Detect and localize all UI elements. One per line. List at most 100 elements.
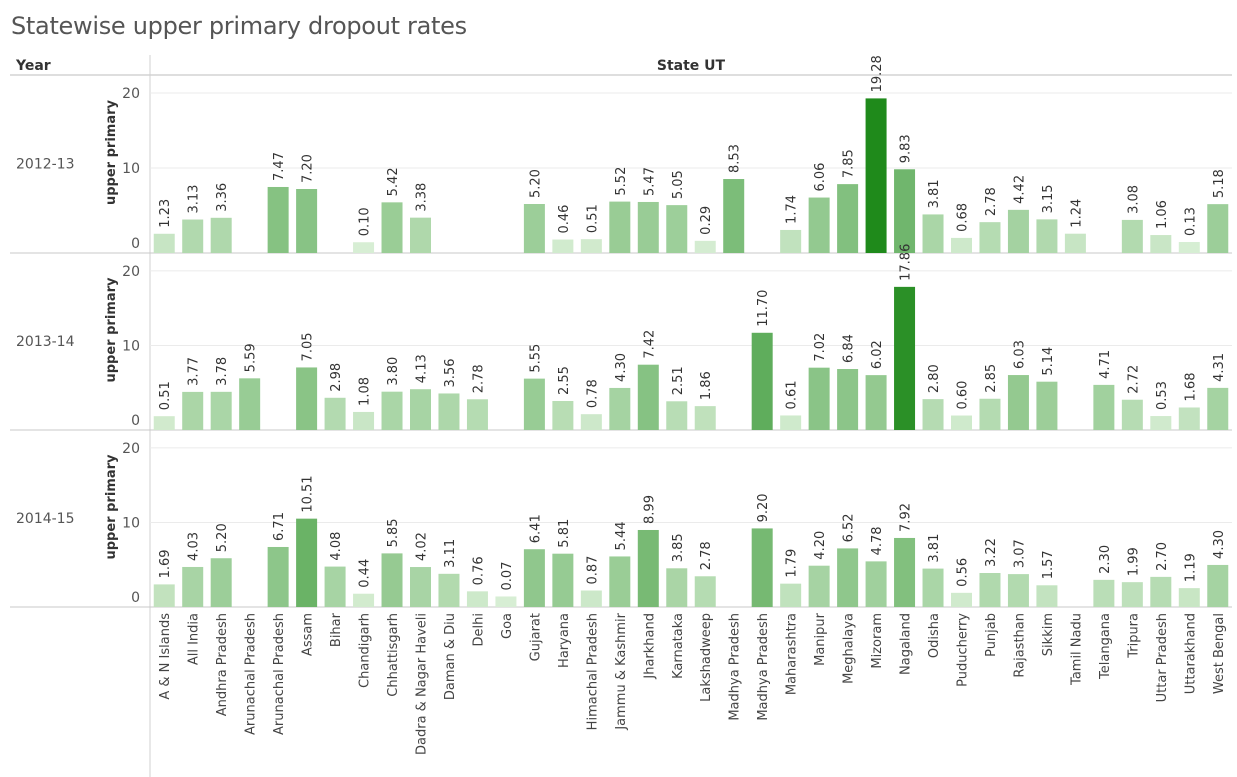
data-label: 1.86 xyxy=(699,371,714,400)
bar xyxy=(865,98,887,254)
data-label: 6.03 xyxy=(1012,340,1027,369)
data-label: 2.78 xyxy=(984,187,999,216)
bar xyxy=(381,553,403,607)
y-tick-label: 20 xyxy=(122,264,140,280)
data-label: 0.53 xyxy=(1155,381,1170,410)
y-tick-label: 0 xyxy=(131,413,140,429)
data-label: 3.15 xyxy=(1041,184,1056,213)
bar xyxy=(637,364,659,430)
data-label: 6.41 xyxy=(528,514,543,543)
y-axis-title: upper primary xyxy=(104,277,119,383)
y-tick-label: 20 xyxy=(122,441,140,457)
x-tick-label: Mizoram xyxy=(870,613,885,669)
bar xyxy=(580,414,602,430)
bar xyxy=(153,233,175,253)
bar xyxy=(381,202,403,253)
bar xyxy=(837,184,859,253)
bar xyxy=(837,369,859,430)
bar xyxy=(1178,407,1200,430)
data-label: 7.02 xyxy=(813,333,828,362)
bar xyxy=(210,558,232,607)
bar xyxy=(495,596,517,607)
x-tick-label: Nagaland xyxy=(899,613,914,675)
y-tick-label: 10 xyxy=(122,161,140,177)
bar xyxy=(865,561,887,607)
data-label: 10.51 xyxy=(301,475,316,512)
bar xyxy=(1007,574,1029,607)
bar xyxy=(922,399,944,430)
bar xyxy=(466,591,488,607)
data-label: 2.30 xyxy=(1098,545,1113,574)
bar xyxy=(979,572,1001,607)
data-label: 2.55 xyxy=(557,366,572,395)
data-label: 2.70 xyxy=(1155,542,1170,571)
bar xyxy=(780,229,802,253)
bar xyxy=(552,239,574,253)
data-label: 4.20 xyxy=(813,531,828,560)
data-label: 9.83 xyxy=(899,134,914,163)
x-tick-label: A & N Islands xyxy=(158,613,173,700)
x-tick-label: Lakshadweep xyxy=(699,613,714,702)
data-label: 5.44 xyxy=(614,521,629,550)
data-label: 3.81 xyxy=(927,179,942,208)
data-label: 1.99 xyxy=(1126,547,1141,576)
bar xyxy=(1178,588,1200,607)
data-label: 3.13 xyxy=(187,185,202,214)
bar xyxy=(951,592,972,607)
bar xyxy=(865,375,887,430)
x-tick-label: Daman & Diu xyxy=(443,613,458,700)
data-label: 4.71 xyxy=(1098,350,1113,379)
data-label: 0.76 xyxy=(471,556,486,585)
year-label: 2013-14 xyxy=(16,334,75,350)
data-label: 5.18 xyxy=(1212,169,1227,198)
x-tick-label: Maharashtra xyxy=(785,613,800,695)
y-tick-label: 0 xyxy=(131,236,140,252)
data-label: 0.51 xyxy=(158,381,173,410)
bar xyxy=(979,398,1001,430)
y-tick-label: 10 xyxy=(122,338,140,354)
bar xyxy=(922,214,944,253)
bar xyxy=(808,367,830,430)
bar xyxy=(353,593,375,607)
x-tick-label: Odisha xyxy=(927,613,942,658)
bar xyxy=(153,584,175,607)
x-tick-label: Bihar xyxy=(329,612,344,647)
bar xyxy=(1207,204,1229,253)
bar xyxy=(979,222,1001,253)
y-tick-label: 20 xyxy=(122,86,140,102)
data-label: 5.55 xyxy=(528,344,543,373)
data-label: 3.38 xyxy=(415,183,430,212)
data-label: 3.77 xyxy=(187,357,202,386)
data-label: 8.53 xyxy=(728,144,743,173)
data-label: 5.05 xyxy=(671,170,686,199)
x-tick-label: Goa xyxy=(500,613,515,639)
data-label: 7.85 xyxy=(842,149,857,178)
data-label: 8.99 xyxy=(642,495,657,524)
data-label: 3.11 xyxy=(443,539,458,568)
data-label: 5.42 xyxy=(386,167,401,196)
bar xyxy=(751,528,773,607)
bar xyxy=(1150,576,1172,607)
x-tick-label: Meghalaya xyxy=(842,613,857,684)
data-label: 0.56 xyxy=(956,558,971,587)
data-label: 4.31 xyxy=(1212,353,1227,382)
bar xyxy=(182,566,204,607)
y-tick-label: 0 xyxy=(131,590,140,606)
bar xyxy=(1036,585,1058,607)
bar xyxy=(552,553,574,607)
bar xyxy=(324,397,346,430)
bar xyxy=(296,367,318,430)
bar xyxy=(210,217,232,253)
bar xyxy=(894,169,916,253)
bar xyxy=(1121,399,1143,430)
year-label: 2014-15 xyxy=(16,511,75,527)
data-label: 5.20 xyxy=(528,169,543,198)
bar xyxy=(580,239,602,253)
bar xyxy=(153,416,175,430)
bar xyxy=(267,546,289,607)
x-tick-label: Haryana xyxy=(557,613,572,668)
bar xyxy=(666,401,688,430)
x-tick-label: Assam xyxy=(301,613,316,656)
bar xyxy=(523,378,545,430)
data-label: 1.06 xyxy=(1155,200,1170,229)
